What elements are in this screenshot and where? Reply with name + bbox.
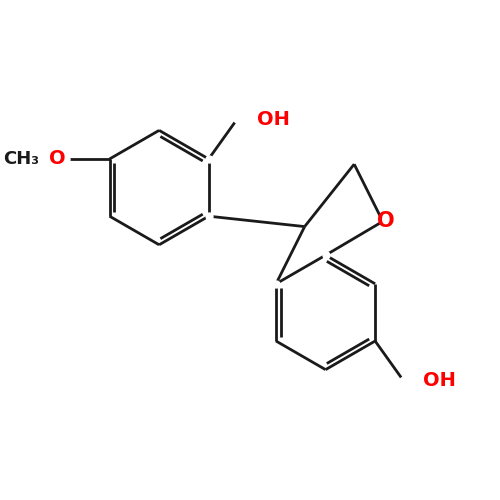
Text: O: O xyxy=(48,150,66,169)
Text: O: O xyxy=(376,212,394,232)
Text: CH₃: CH₃ xyxy=(4,150,40,168)
Text: OH: OH xyxy=(423,370,456,390)
Text: OH: OH xyxy=(256,110,290,130)
